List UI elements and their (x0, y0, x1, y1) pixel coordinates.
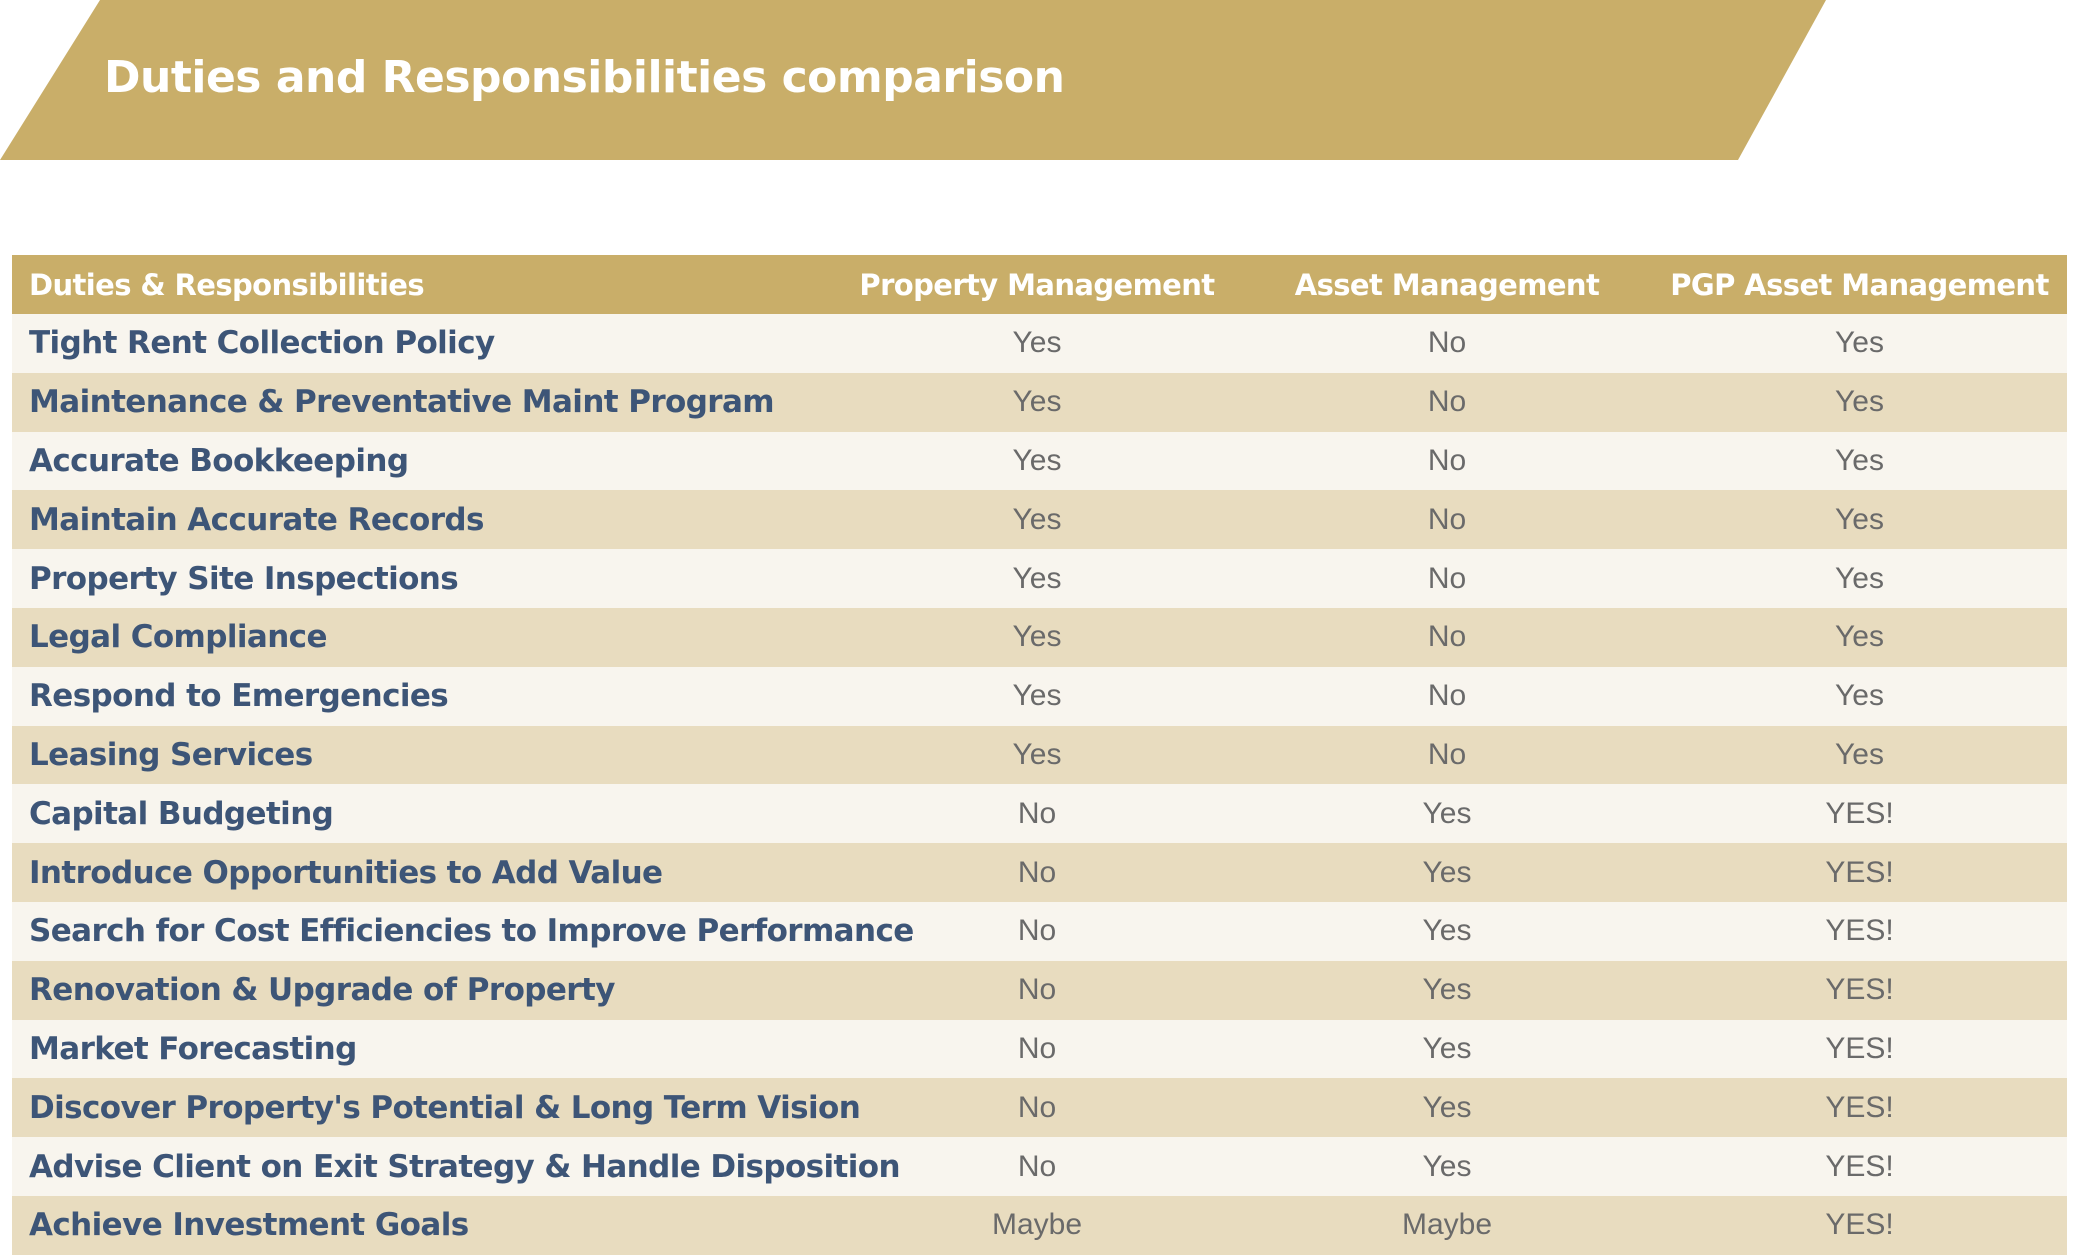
property-management-cell: Maybe (991, 1208, 1083, 1242)
asset-management-cell: No (1427, 620, 1467, 654)
table-row: Search for Cost Efficiencies to Improve … (12, 901, 2067, 961)
table-row: Market Forecasting No Yes YES! (12, 1019, 2067, 1079)
property-management-cell: Yes (1012, 679, 1062, 713)
title-banner (0, 0, 1826, 160)
asset-management-cell: No (1427, 502, 1467, 536)
table-row: Achieve Investment Goals Maybe Maybe YES! (12, 1195, 2067, 1255)
asset-management-cell: No (1427, 385, 1467, 419)
asset-management-cell: Yes (1422, 1031, 1472, 1065)
property-management-cell: Yes (1012, 326, 1062, 360)
table-row: Tight Rent Collection Policy Yes No Yes (12, 314, 2067, 373)
asset-management-cell: No (1427, 326, 1467, 360)
duty-cell: Leasing Services (29, 736, 313, 773)
table-row: Maintain Accurate Records Yes No Yes (12, 490, 2067, 550)
property-management-cell: Yes (1012, 620, 1062, 654)
table-row: Maintenance & Preventative Maint Program… (12, 372, 2067, 432)
duty-cell: Discover Property's Potential & Long Ter… (29, 1089, 861, 1126)
duty-cell: Search for Cost Efficiencies to Improve … (29, 913, 914, 950)
table-body: Tight Rent Collection Policy Yes No Yes Main… (12, 314, 2067, 1255)
property-management-cell: Yes (1012, 561, 1062, 595)
asset-management-cell: Yes (1422, 1149, 1472, 1183)
pgp-asset-management-cell: Yes (1835, 443, 1884, 477)
table-row: Respond to Emergencies Yes No Yes (12, 666, 2067, 726)
pgp-asset-management-cell: Yes (1835, 385, 1884, 419)
duty-cell: Achieve Investment Goals (29, 1207, 469, 1244)
duty-cell: Maintain Accurate Records (29, 501, 484, 538)
duty-cell: Renovation & Upgrade of Property (29, 972, 615, 1009)
duty-cell: Legal Compliance (29, 619, 327, 656)
comparison-table: Duties & Responsibilities Property Manag… (12, 255, 2067, 1255)
asset-management-cell: No (1427, 443, 1467, 477)
page-title: Duties and Responsibilities comparison (104, 52, 1065, 103)
property-management-cell: No (1017, 1031, 1057, 1065)
asset-management-cell: Yes (1422, 855, 1472, 889)
pgp-asset-management-cell: Yes (1835, 737, 1884, 771)
header-property-management: Property Management (859, 267, 1215, 302)
pgp-asset-management-cell: YES! (1825, 1149, 1894, 1183)
asset-management-cell: No (1427, 737, 1467, 771)
table-row: Advise Client on Exit Strategy & Handle … (12, 1137, 2067, 1196)
comparison-table-container: Duties & Responsibilities Property Manag… (12, 255, 2067, 1255)
property-management-cell: Yes (1012, 737, 1062, 771)
header-pgp-asset-management: PGP Asset Management (1670, 267, 2049, 302)
table-row: Discover Property's Potential & Long Ter… (12, 1078, 2067, 1138)
asset-management-cell: Maybe (1401, 1208, 1493, 1242)
duty-cell: Introduce Opportunities to Add Value (29, 854, 663, 891)
property-management-cell: No (1017, 796, 1057, 830)
property-management-cell: Yes (1012, 385, 1062, 419)
table-row: Introduce Opportunities to Add Value No Ye… (12, 843, 2067, 902)
asset-management-cell: Yes (1422, 796, 1472, 830)
header-asset-management: Asset Management (1294, 267, 1600, 302)
property-management-cell: No (1017, 1090, 1057, 1124)
pgp-asset-management-cell: Yes (1835, 620, 1884, 654)
table-row: Leasing Services Yes No Yes (12, 725, 2067, 785)
property-management-cell: Yes (1012, 443, 1062, 477)
asset-management-cell: Yes (1422, 914, 1472, 948)
duty-cell: Advise Client on Exit Strategy & Handle … (29, 1148, 901, 1185)
pgp-asset-management-cell: Yes (1835, 561, 1884, 595)
pgp-asset-management-cell: YES! (1825, 1031, 1894, 1065)
table-header-row: Duties & Responsibilities Property Manag… (12, 255, 2067, 314)
duty-cell: Maintenance & Preventative Maint Program (29, 384, 775, 421)
property-management-cell: No (1017, 1149, 1057, 1183)
duty-cell: Accurate Bookkeeping (29, 442, 409, 479)
pgp-asset-management-cell: Yes (1835, 326, 1884, 360)
pgp-asset-management-cell: Yes (1835, 679, 1884, 713)
property-management-cell: No (1017, 914, 1057, 948)
pgp-asset-management-cell: YES! (1825, 855, 1894, 889)
header-duties: Duties & Responsibilities (29, 267, 425, 302)
duty-cell: Market Forecasting (29, 1030, 357, 1067)
asset-management-cell: Yes (1422, 1090, 1472, 1124)
pgp-asset-management-cell: YES! (1825, 973, 1894, 1007)
table-row: Renovation & Upgrade of Property No Yes YES… (12, 960, 2067, 1020)
property-management-cell: Yes (1012, 502, 1062, 536)
table-row: Legal Compliance Yes No Yes (12, 607, 2067, 667)
asset-management-cell: No (1427, 561, 1467, 595)
table-row: Capital Budgeting No Yes YES! (12, 784, 2067, 844)
table-row: Property Site Inspections Yes No Yes (12, 549, 2067, 608)
pgp-asset-management-cell: Yes (1835, 502, 1884, 536)
duty-cell: Respond to Emergencies (29, 678, 449, 715)
duty-cell: Property Site Inspections (29, 560, 459, 597)
pgp-asset-management-cell: YES! (1825, 796, 1894, 830)
property-management-cell: No (1017, 973, 1057, 1007)
pgp-asset-management-cell: YES! (1825, 1090, 1894, 1124)
pgp-asset-management-cell: YES! (1825, 914, 1894, 948)
asset-management-cell: Yes (1422, 973, 1472, 1007)
pgp-asset-management-cell: YES! (1825, 1208, 1894, 1242)
table-row: Accurate Bookkeeping Yes No Yes (12, 431, 2067, 491)
property-management-cell: No (1017, 855, 1057, 889)
duty-cell: Capital Budgeting (29, 795, 334, 832)
duty-cell: Tight Rent Collection Policy (29, 325, 495, 362)
asset-management-cell: No (1427, 679, 1467, 713)
